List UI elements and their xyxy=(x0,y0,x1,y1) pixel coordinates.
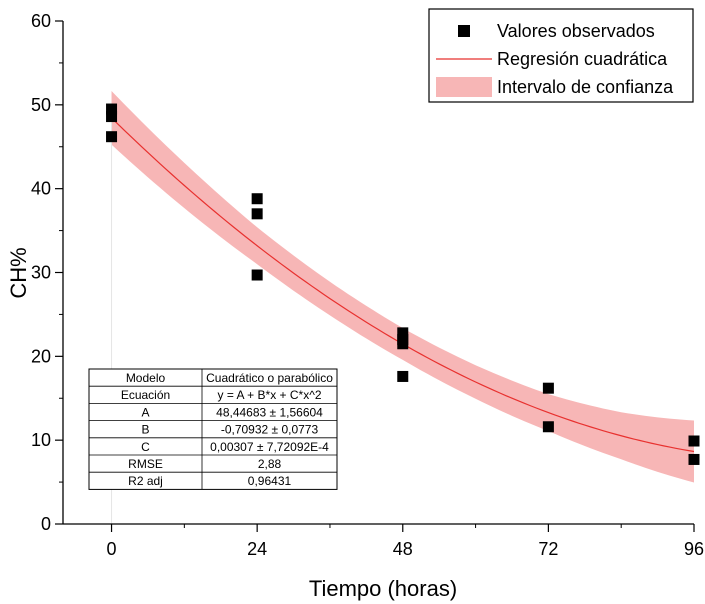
stats-table-value: 2,88 xyxy=(258,457,282,471)
stats-table-label: R2 adj xyxy=(128,474,163,488)
stats-table-frame xyxy=(88,368,338,490)
stats-table-label: A xyxy=(141,405,149,419)
x-tick-label: 0 xyxy=(107,539,117,559)
x-tick-label: 96 xyxy=(684,539,704,559)
stats-table-value: -0,70932 ± 0,0773 xyxy=(221,423,319,437)
legend-label: Regresión cuadrática xyxy=(497,49,668,69)
legend-label: Valores observados xyxy=(497,21,655,41)
x-tick-label: 24 xyxy=(247,539,267,559)
y-tick-label: 30 xyxy=(31,263,51,283)
observed-point xyxy=(106,103,118,115)
y-tick-label: 60 xyxy=(31,11,51,31)
stats-table-label: C xyxy=(141,440,150,454)
stats-table-value: y = A + B*x + C*x^2 xyxy=(217,388,321,402)
y-tick-label: 10 xyxy=(31,430,51,450)
stats-table-value: 48,44683 ± 1,56604 xyxy=(216,405,323,419)
observed-point xyxy=(106,111,118,123)
observed-point xyxy=(397,370,409,382)
x-tick-label: 72 xyxy=(538,539,558,559)
y-tick-label: 50 xyxy=(31,95,51,115)
legend-band xyxy=(436,77,492,97)
observed-point xyxy=(251,269,263,281)
stats-table-value: Cuadrático o parabólico xyxy=(206,371,333,385)
legend-marker xyxy=(458,25,470,37)
observed-point xyxy=(542,421,554,433)
y-axis-title: CH% xyxy=(6,247,31,298)
stats-table-label: B xyxy=(141,423,149,437)
observed-point xyxy=(688,435,700,447)
observed-point xyxy=(397,334,409,346)
observed-point xyxy=(106,131,118,143)
observed-point xyxy=(542,382,554,394)
x-axis-title: Tiempo (horas) xyxy=(309,576,457,601)
observed-point xyxy=(251,208,263,220)
stats-table-label: Ecuación xyxy=(121,388,170,402)
stats-table-value: 0,00307 ± 7,72092E-4 xyxy=(210,440,329,454)
observed-points-layer xyxy=(106,103,700,465)
observed-point xyxy=(251,193,263,205)
legend-label: Intervalo de confianza xyxy=(497,77,674,97)
y-tick-label: 20 xyxy=(31,346,51,366)
x-tick-label: 48 xyxy=(393,539,413,559)
y-tick-label: 40 xyxy=(31,179,51,199)
axes: 0 10 20 30 40 50 60 0 24 48 72 96 xyxy=(31,11,704,559)
observed-point xyxy=(397,327,409,339)
legend: Valores observados Regresión cuadrática In… xyxy=(428,8,694,103)
observed-point xyxy=(688,453,700,465)
confidence-band xyxy=(111,91,695,483)
stats-table-value: 0,96431 xyxy=(248,474,292,488)
stats-table-label: RMSE xyxy=(128,457,163,471)
stats-table-label: Modelo xyxy=(126,371,166,385)
y-tick-label: 0 xyxy=(41,514,51,534)
stats-table: Modelo Cuadrático o parabólico Ecuación y =… xyxy=(88,368,338,490)
